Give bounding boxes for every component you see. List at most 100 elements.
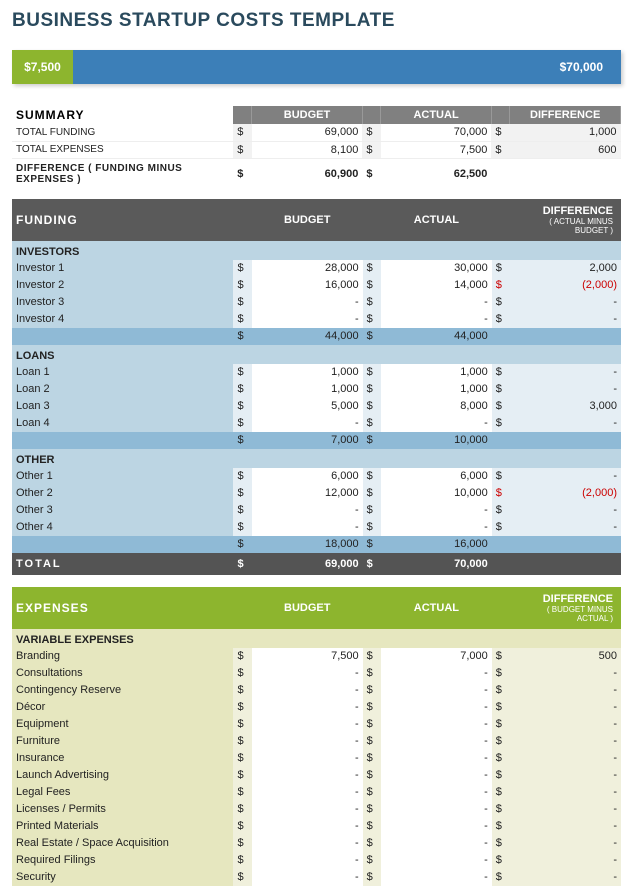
summary-diff: 600 bbox=[510, 141, 621, 158]
funding-budget: - bbox=[252, 311, 363, 328]
expenses-actual: 7,000 bbox=[381, 648, 492, 665]
funding-row-label: Loan 3 bbox=[12, 398, 233, 415]
funding-budget: 16,000 bbox=[252, 277, 363, 294]
funding-actual: 1,000 bbox=[381, 381, 492, 398]
summary-actual: 7,500 bbox=[381, 141, 492, 158]
funding-row-label: Other 2 bbox=[12, 485, 233, 502]
funding-group: LOANS bbox=[12, 345, 621, 364]
expenses-budget: 7,500 bbox=[252, 648, 363, 665]
subtotal-budget: 44,000 bbox=[252, 328, 363, 345]
summary-diff-budget: 60,900 bbox=[252, 158, 363, 187]
expenses-row-label: Real Estate / Space Acquisition bbox=[12, 835, 233, 852]
funding-budget: - bbox=[252, 502, 363, 519]
funding-diff: - bbox=[510, 519, 621, 536]
expenses-diff: - bbox=[510, 835, 621, 852]
funding-row-label: Investor 1 bbox=[12, 260, 233, 277]
funding-budget: 28,000 bbox=[252, 260, 363, 277]
funding-actual: - bbox=[381, 415, 492, 432]
expenses-budget: - bbox=[252, 767, 363, 784]
expenses-actual: - bbox=[381, 835, 492, 852]
subtotal-budget: 18,000 bbox=[252, 536, 363, 553]
funding-actual: 14,000 bbox=[381, 277, 492, 294]
funding-actual: - bbox=[381, 311, 492, 328]
summary-heading: SUMMARY bbox=[12, 106, 233, 124]
page-title: BUSINESS STARTUP COSTS TEMPLATE bbox=[12, 10, 621, 32]
col-actual: ACTUAL bbox=[381, 587, 492, 629]
funding-row-label: Investor 3 bbox=[12, 294, 233, 311]
funding-row-label: Investor 2 bbox=[12, 277, 233, 294]
funding-total-actual: 70,000 bbox=[381, 553, 492, 575]
expenses-diff: - bbox=[510, 767, 621, 784]
funding-diff: 3,000 bbox=[510, 398, 621, 415]
col-difference: DIFFERENCE( ACTUAL MINUS BUDGET ) bbox=[510, 199, 621, 241]
expenses-diff: - bbox=[510, 665, 621, 682]
funding-total-label: TOTAL bbox=[12, 553, 233, 575]
expenses-diff: - bbox=[510, 869, 621, 886]
funding-budget: 12,000 bbox=[252, 485, 363, 502]
funding-actual: - bbox=[381, 519, 492, 536]
expenses-row-label: Furniture bbox=[12, 733, 233, 750]
summary-actual: 70,000 bbox=[381, 124, 492, 141]
funding-row-label: Loan 1 bbox=[12, 364, 233, 381]
funding-actual: 30,000 bbox=[381, 260, 492, 277]
funding-diff: (2,000) bbox=[510, 277, 621, 294]
expenses-row-label: Consultations bbox=[12, 665, 233, 682]
funding-budget: 6,000 bbox=[252, 468, 363, 485]
expenses-actual: - bbox=[381, 767, 492, 784]
expenses-row-label: Launch Advertising bbox=[12, 767, 233, 784]
expenses-actual: - bbox=[381, 733, 492, 750]
expenses-budget: - bbox=[252, 716, 363, 733]
expenses-budget: - bbox=[252, 682, 363, 699]
expenses-heading: EXPENSES bbox=[12, 587, 233, 629]
expenses-budget: - bbox=[252, 784, 363, 801]
expenses-diff: 500 bbox=[510, 648, 621, 665]
funding-budget: - bbox=[252, 294, 363, 311]
col-difference: DIFFERENCE bbox=[510, 106, 621, 124]
funding-actual: - bbox=[381, 502, 492, 519]
expenses-budget: - bbox=[252, 665, 363, 682]
funding-diff: - bbox=[510, 364, 621, 381]
expenses-actual: - bbox=[381, 716, 492, 733]
expenses-row-label: Printed Materials bbox=[12, 818, 233, 835]
expenses-group: VARIABLE EXPENSES bbox=[12, 629, 621, 648]
expenses-diff: - bbox=[510, 784, 621, 801]
funding-diff: - bbox=[510, 294, 621, 311]
col-budget: BUDGET bbox=[252, 106, 363, 124]
subtotal-actual: 44,000 bbox=[381, 328, 492, 345]
funding-row-label: Loan 2 bbox=[12, 381, 233, 398]
funding-diff: - bbox=[510, 415, 621, 432]
expenses-row-label: Equipment bbox=[12, 716, 233, 733]
summary-budget: 69,000 bbox=[252, 124, 363, 141]
expenses-diff: - bbox=[510, 818, 621, 835]
expenses-actual: - bbox=[381, 801, 492, 818]
summary-diff-label: DIFFERENCE ( FUNDING MINUS EXPENSES ) bbox=[12, 158, 233, 187]
funding-table: FUNDING BUDGET ACTUAL DIFFERENCE( ACTUAL… bbox=[12, 199, 621, 575]
funding-actual: 8,000 bbox=[381, 398, 492, 415]
summary-diff: 1,000 bbox=[510, 124, 621, 141]
expenses-actual: - bbox=[381, 750, 492, 767]
funding-actual: 6,000 bbox=[381, 468, 492, 485]
subtotal-actual: 16,000 bbox=[381, 536, 492, 553]
funding-actual: 1,000 bbox=[381, 364, 492, 381]
expenses-diff: - bbox=[510, 750, 621, 767]
funding-budget: - bbox=[252, 415, 363, 432]
funding-row-label: Other 3 bbox=[12, 502, 233, 519]
expenses-budget: - bbox=[252, 699, 363, 716]
subtotal-budget: 7,000 bbox=[252, 432, 363, 449]
expenses-row-label: Branding bbox=[12, 648, 233, 665]
summary-row-label: TOTAL FUNDING bbox=[12, 124, 233, 141]
summary-budget: 8,100 bbox=[252, 141, 363, 158]
funding-row-label: Other 1 bbox=[12, 468, 233, 485]
funding-group: INVESTORS bbox=[12, 241, 621, 260]
summary-diff-actual: 62,500 bbox=[381, 158, 492, 187]
expenses-table: EXPENSES BUDGET ACTUAL DIFFERENCE( BUDGE… bbox=[12, 587, 621, 886]
funding-diff: - bbox=[510, 311, 621, 328]
expenses-diff: - bbox=[510, 682, 621, 699]
expenses-diff: - bbox=[510, 852, 621, 869]
funding-diff: - bbox=[510, 468, 621, 485]
expenses-diff: - bbox=[510, 716, 621, 733]
bar-expenses-segment: $7,500 bbox=[12, 50, 73, 84]
expenses-row-label: Legal Fees bbox=[12, 784, 233, 801]
expenses-budget: - bbox=[252, 733, 363, 750]
summary-table: SUMMARY BUDGET ACTUAL DIFFERENCE TOTAL F… bbox=[12, 106, 621, 187]
